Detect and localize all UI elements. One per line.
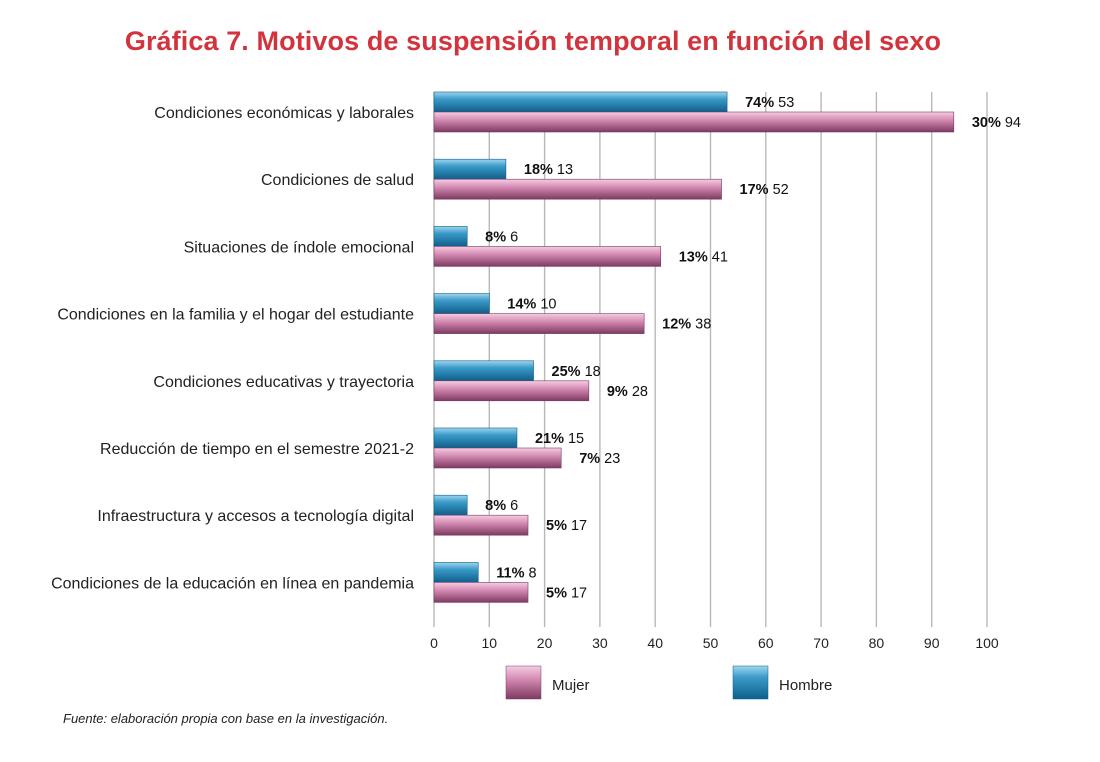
category-labels: Condiciones económicas y laborales Condic… [51, 105, 414, 592]
data-label-hombre: 14% 10 [507, 297, 556, 313]
bar-hombre [433, 360, 534, 382]
data-label-mujer: 12% 38 [662, 317, 711, 333]
bar-mujer [433, 380, 590, 402]
x-tick-label: 90 [924, 635, 940, 651]
chart-title: Gráfica 7. Motivos de suspensión tempora… [124, 26, 942, 56]
x-axis-ticks: 0 10 20 30 40 50 60 70 80 90 100 [430, 635, 999, 651]
category-label: Condiciones de salud [261, 172, 414, 189]
bar-hombre [433, 226, 468, 247]
bar-mujer [433, 514, 529, 536]
bar-hombre [433, 158, 507, 180]
data-label-hombre: 74% 53 [745, 95, 794, 111]
bar-hombre [433, 91, 728, 113]
bar-hombre [433, 494, 468, 516]
x-tick-label: 30 [592, 635, 608, 651]
data-label-hombre: 11% 8 [496, 565, 536, 581]
legend-label-mujer: Mujer [552, 677, 590, 694]
category-label: Condiciones educativas y trayectoria [153, 374, 414, 391]
x-tick-label: 20 [537, 635, 553, 651]
bar-mujer [433, 246, 662, 267]
bar-mujer [433, 313, 645, 334]
data-label-hombre: 8% 6 [485, 229, 518, 245]
data-label-hombre: 25% 18 [552, 364, 601, 380]
x-tick-label: 0 [430, 635, 438, 651]
x-tick-label: 70 [813, 635, 829, 651]
bar-hombre [433, 562, 479, 583]
data-label-hombre: 18% 13 [524, 162, 573, 178]
data-label-mujer: 9% 28 [607, 384, 648, 400]
x-tick-label: 60 [758, 635, 774, 651]
data-label-mujer: 13% 41 [679, 249, 728, 265]
bars: 74% 53 30% 94 18% 13 17% 52 8% 6 13% 41 14% 10… [433, 91, 1021, 603]
x-tick-label: 10 [482, 635, 498, 651]
legend-label-hombre: Hombre [779, 677, 832, 694]
category-label: Condiciones de la educación en línea en … [51, 575, 414, 592]
category-label: Condiciones económicas y laborales [154, 105, 414, 122]
bar-mujer [433, 447, 562, 469]
grid-lines [433, 92, 988, 627]
category-label: Condiciones en la familia y el hogar del… [57, 307, 414, 324]
data-label-hombre: 21% 15 [535, 431, 584, 447]
bar-hombre [433, 293, 490, 314]
legend: Mujer Hombre [505, 665, 832, 700]
bar-mujer [433, 111, 955, 133]
category-label: Infraestructura y accesos a tecnología d… [97, 508, 414, 525]
data-label-mujer: 7% 23 [579, 451, 620, 467]
footnote: Fuente: elaboración propia con base en l… [63, 711, 389, 726]
data-label-mujer: 17% 52 [740, 182, 789, 198]
x-tick-label: 50 [703, 635, 719, 651]
data-label-mujer: 5% 17 [546, 585, 587, 601]
category-label: Situaciones de índole emocional [184, 239, 414, 256]
bar-hombre [433, 427, 518, 449]
legend-swatch-mujer [505, 665, 542, 700]
x-tick-label: 100 [975, 635, 999, 651]
legend-swatch-hombre [732, 665, 769, 700]
x-tick-label: 40 [647, 635, 663, 651]
data-label-mujer: 30% 94 [972, 115, 1021, 131]
data-label-hombre: 8% 6 [485, 498, 518, 514]
data-label-mujer: 5% 17 [546, 518, 587, 534]
x-tick-label: 80 [869, 635, 885, 651]
bar-mujer [433, 582, 529, 603]
bar-mujer [433, 178, 722, 200]
category-label: Reducción de tiempo en el semestre 2021-… [100, 441, 414, 458]
